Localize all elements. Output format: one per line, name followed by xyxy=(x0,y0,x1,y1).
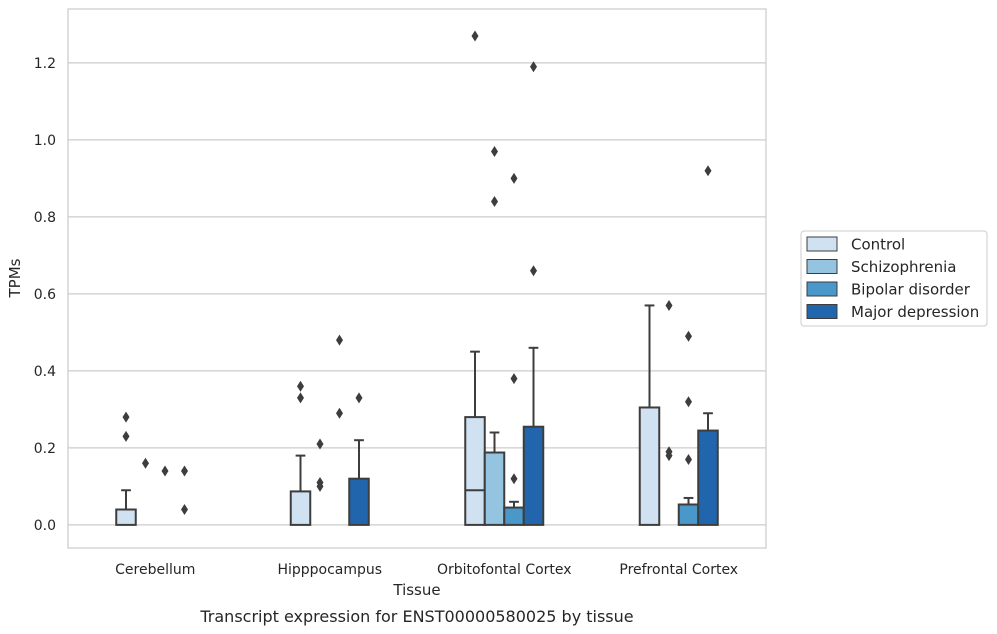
box-body xyxy=(464,416,486,526)
box-3-3 xyxy=(697,165,719,526)
box-2-3 xyxy=(522,61,545,526)
outlier-point xyxy=(122,430,130,442)
outlier-point xyxy=(336,407,343,419)
box-3-1 xyxy=(665,299,673,462)
y-tick-label: 1.2 xyxy=(34,56,56,72)
outlier-point xyxy=(491,196,498,207)
y-tick-label: 0.0 xyxy=(34,518,56,534)
y-tick-label: 1.0 xyxy=(34,133,56,149)
box-layer xyxy=(115,30,719,526)
outlier-point xyxy=(685,453,692,465)
box-body xyxy=(483,451,506,526)
y-axis-title: TPMs xyxy=(6,258,24,298)
box-body xyxy=(503,506,525,526)
box-body xyxy=(115,508,137,526)
y-tick-label: 0.4 xyxy=(34,364,56,380)
outlier-point xyxy=(181,465,188,477)
box-1-1 xyxy=(316,438,324,492)
outlier-point xyxy=(142,457,149,469)
outlier-point xyxy=(685,330,692,342)
box-2-1 xyxy=(483,145,506,526)
outlier-point xyxy=(685,396,692,408)
grid-layer xyxy=(68,62,766,526)
x-tick-label: Cerebellum xyxy=(115,562,195,578)
box-0-3 xyxy=(181,465,188,515)
x-tick-label: Orbitofontal Cortex xyxy=(437,562,572,578)
box-0-2 xyxy=(161,465,169,477)
y-tick-label: 0.6 xyxy=(34,287,56,303)
outlier-point xyxy=(181,504,188,515)
outlier-point xyxy=(316,477,324,489)
box-3-0 xyxy=(638,304,661,526)
plot-frame xyxy=(67,8,767,549)
legend-label: Major depression xyxy=(851,303,979,321)
box-3-2 xyxy=(677,330,700,526)
box-1-0 xyxy=(289,380,312,526)
outlier-point xyxy=(665,446,673,458)
outlier-point xyxy=(336,334,343,346)
outlier-point xyxy=(510,473,518,485)
legend-swatch xyxy=(806,304,838,319)
outlier-point xyxy=(510,172,518,184)
box-body xyxy=(522,425,545,526)
box-body xyxy=(677,503,700,526)
box-1-3 xyxy=(348,392,370,526)
box-1-2 xyxy=(336,334,343,419)
legend-swatch xyxy=(806,281,838,297)
outlier-point xyxy=(161,465,169,477)
outlier-point xyxy=(297,380,304,392)
legend-frame xyxy=(800,230,988,327)
box-2-2 xyxy=(503,172,525,526)
legend: Control Schizophrenia Bipolar disorder Majo… xyxy=(800,230,988,327)
legend-swatch xyxy=(806,236,838,252)
legend-label: Schizophrenia xyxy=(851,258,956,276)
outlier-point xyxy=(530,61,537,73)
outlier-point xyxy=(316,438,324,450)
outlier-point xyxy=(297,392,304,404)
legend-swatch xyxy=(806,259,838,274)
x-tick-label: Hipppocampus xyxy=(277,562,382,578)
y-tick-label: 0.2 xyxy=(34,441,56,457)
box-body xyxy=(289,490,312,526)
outlier-point xyxy=(471,30,479,42)
outlier-point xyxy=(122,411,130,423)
x-axis-title: Tissue xyxy=(392,581,440,599)
tick-layer: 0.0 0.2 0.4 0.6 0.8 1.0 1.2 Cerebellum Hipppocam… xyxy=(34,56,738,578)
box-body xyxy=(697,429,719,526)
legend-label: Control xyxy=(851,236,905,254)
x-tick-label: Prefrontal Cortex xyxy=(619,562,738,578)
outlier-point xyxy=(355,392,363,404)
outlier-point xyxy=(530,265,537,277)
box-0-0 xyxy=(115,411,137,526)
chart-caption: Transcript expression for ENST0000058002… xyxy=(199,607,633,626)
box-0-1 xyxy=(142,457,149,469)
box-body xyxy=(638,406,661,526)
outlier-point xyxy=(491,145,498,157)
box-body xyxy=(348,477,370,526)
outlier-point xyxy=(665,299,673,311)
y-tick-label: 0.8 xyxy=(34,210,56,226)
legend-label: Bipolar disorder xyxy=(851,281,971,299)
outlier-point xyxy=(510,373,518,385)
outlier-point xyxy=(704,165,712,177)
